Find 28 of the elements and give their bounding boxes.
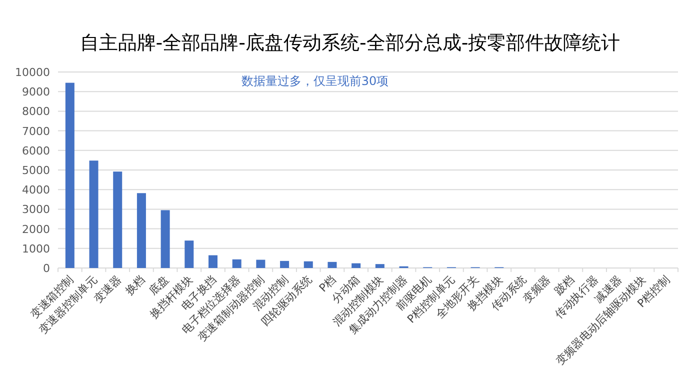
bar bbox=[184, 240, 194, 268]
bar bbox=[89, 160, 98, 268]
bar bbox=[256, 260, 266, 268]
y-tick-label: 5000 bbox=[22, 164, 50, 177]
y-tick-label: 10000 bbox=[15, 66, 50, 79]
bar bbox=[65, 82, 74, 268]
y-tick-label: 3000 bbox=[22, 203, 50, 216]
bar bbox=[136, 193, 146, 268]
bar bbox=[375, 264, 384, 268]
bar bbox=[113, 172, 122, 268]
y-tick-label: 4000 bbox=[22, 184, 50, 197]
bar bbox=[232, 259, 242, 268]
x-tick-label: 换档 bbox=[122, 272, 148, 298]
annotation: 数据量过多，仅呈现前30项 bbox=[241, 74, 389, 88]
bar bbox=[352, 263, 361, 268]
y-tick-label: 6000 bbox=[22, 144, 50, 158]
chart-title: 自主品牌-全部品牌-底盘传动系统-全部分总成-按零部件故障统计 bbox=[80, 32, 620, 54]
y-tick-label: 2000 bbox=[22, 222, 50, 236]
bar bbox=[160, 210, 170, 268]
bar bbox=[280, 260, 290, 268]
y-tick-label: 0 bbox=[43, 262, 50, 275]
y-tick-label: 8000 bbox=[22, 105, 50, 118]
y-tick-label: 9000 bbox=[22, 86, 50, 99]
bar bbox=[328, 262, 337, 268]
bar bbox=[208, 255, 218, 268]
y-tick-label: 7000 bbox=[22, 124, 50, 138]
bar bbox=[304, 261, 313, 268]
y-tick-label: 1000 bbox=[22, 242, 50, 256]
